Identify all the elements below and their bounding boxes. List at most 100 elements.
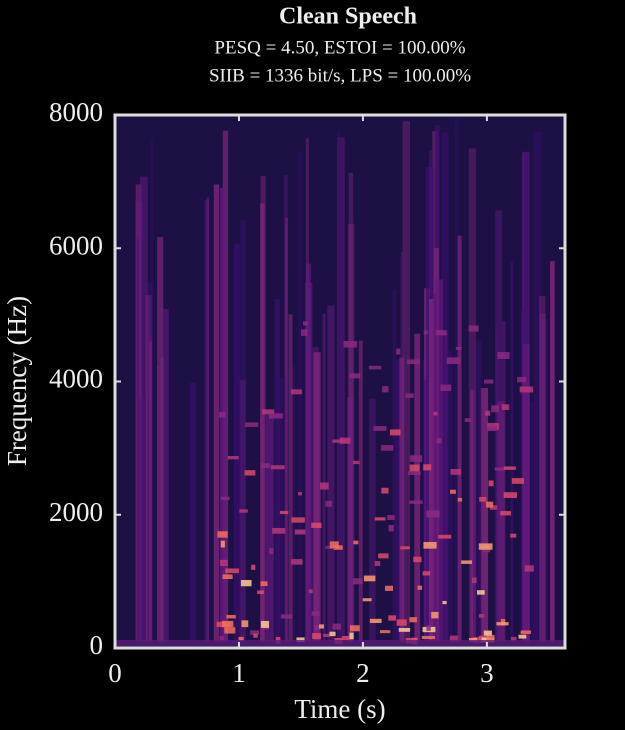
spectrogram-texture [444,351,453,642]
spectrogram-texture [301,329,308,336]
spectrogram-texture [421,635,436,639]
x-tick-label: 0 [108,658,122,688]
spectrogram-texture [480,388,489,642]
spectrogram-texture [250,630,259,635]
spectrogram-texture [382,386,389,393]
spectrogram-texture [409,464,420,472]
spectrogram-texture [226,614,236,619]
spectrogram-texture [510,261,514,642]
spectrogram-texture [518,634,527,639]
spectrogram-texture [423,330,428,335]
spectrogram-texture [257,590,264,595]
spectrogram-texture [219,411,226,418]
spectrogram-texture [336,131,341,642]
spectrogram-texture [240,579,252,587]
spectrogram-texture [500,511,512,516]
spectrogram-texture [503,466,516,470]
spectrogram-texture [523,344,530,642]
spectrogram-texture [468,638,477,642]
spectrogram-texture [497,352,510,360]
y-tick-label: 8000 [49,97,103,127]
spectrogram-texture [381,487,389,494]
spectrogram-texture [291,366,296,642]
spectrogram-texture [485,410,491,416]
spectrogram-texture [311,611,320,616]
spectrogram-texture [219,635,224,642]
spectrogram-texture [436,330,447,336]
spectrogram-texture [251,564,256,570]
spectrogram-texture [285,217,288,642]
spectrogram-texture [407,359,420,365]
spectrogram-texture [491,405,499,413]
spectrogram-texture [327,305,335,642]
spectrogram-texture [363,575,376,582]
spectrogram-texture [225,568,239,574]
spectrogram-texture [398,627,411,632]
spectrogram-texture [353,540,359,545]
spectrogram-texture [539,313,547,642]
spectrogram-texture [347,396,354,642]
spectrogram-texture [519,386,534,393]
spectrogram-texture [517,376,527,383]
spectrogram-texture [362,598,372,602]
spectrogram-texture [530,401,538,642]
spectrogram-texture [332,439,347,443]
spectrogram-texture [454,118,459,642]
spectrogram-texture [213,184,220,643]
spectrogram-texture [222,574,233,580]
y-tick-label: 4000 [49,364,103,394]
spectrogram-texture [219,559,228,566]
spectrogram-texture [431,611,439,619]
spectrogram-texture [396,619,407,626]
spectrogram-texture [369,618,382,624]
spectrogram-texture [501,404,510,411]
spectrogram-texture [438,534,452,539]
spectrogram-texture [239,509,248,513]
spectrogram-texture [511,478,524,484]
spectrogram-texture [414,333,421,642]
x-tick-label: 1 [232,658,246,688]
spectrogram-texture [352,578,363,585]
chart-title: Clean Speech [279,4,417,30]
spectrogram-texture [347,223,355,642]
spectrogram-texture [135,184,142,642]
y-axis-label: Frequency (Hz) [2,296,32,466]
spectrogram-texture [305,263,311,642]
spectrogram-texture [244,470,256,476]
spectrogram-texture [221,620,234,628]
spectrogram-texture [472,577,477,584]
spectrogram-texture [389,429,401,436]
spectrogram-texture [550,261,555,642]
spectrogram-texture [291,517,305,523]
spectrogram-texture [224,627,236,634]
spectrogram-texture [399,357,405,642]
spectrogram-texture [407,471,421,475]
spectrogram-texture [189,382,197,642]
spectrogram-texture [402,121,411,642]
y-tick-label: 2000 [49,497,103,527]
spectrogram-texture [396,348,401,355]
spectrogram-texture [322,313,326,642]
spectrogram-texture [455,346,462,351]
spectrogram-texture [392,289,396,642]
spectrogram-texture [234,243,240,642]
spectrogram-texture [311,522,322,528]
spectrogram-texture [496,401,505,642]
spectrogram-texture [206,196,210,642]
spectrogram-texture [274,299,280,642]
spectrogram-texture [260,581,268,587]
spectrogram-texture [510,533,517,538]
spectrogram-texture [291,389,302,395]
spectrogram-texture [496,622,509,626]
spectrogram-texture [260,620,270,628]
spectrogram-texture [423,541,437,549]
spectrogram-texture [238,636,244,641]
spectrogram-texture [253,633,258,638]
spectrogram-texture [429,299,434,642]
spectrogram-texture [320,482,329,490]
spectrogram-texture [449,635,458,642]
spectrogram-texture [265,413,274,642]
spectrogram-texture [283,175,288,642]
spectrogram-texture [483,379,494,384]
spectrogram-texture [476,590,485,595]
